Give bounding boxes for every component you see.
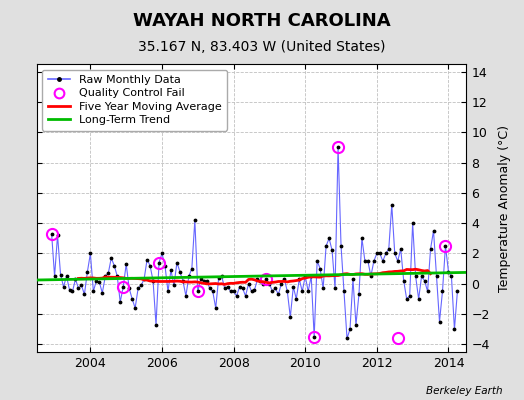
Text: 35.167 N, 83.403 W (United States): 35.167 N, 83.403 W (United States) <box>138 40 386 54</box>
Text: WAYAH NORTH CAROLINA: WAYAH NORTH CAROLINA <box>133 12 391 30</box>
Legend: Raw Monthly Data, Quality Control Fail, Five Year Moving Average, Long-Term Tren: Raw Monthly Data, Quality Control Fail, … <box>42 70 227 131</box>
Text: Berkeley Earth: Berkeley Earth <box>427 386 503 396</box>
Y-axis label: Temperature Anomaly (°C): Temperature Anomaly (°C) <box>498 124 511 292</box>
